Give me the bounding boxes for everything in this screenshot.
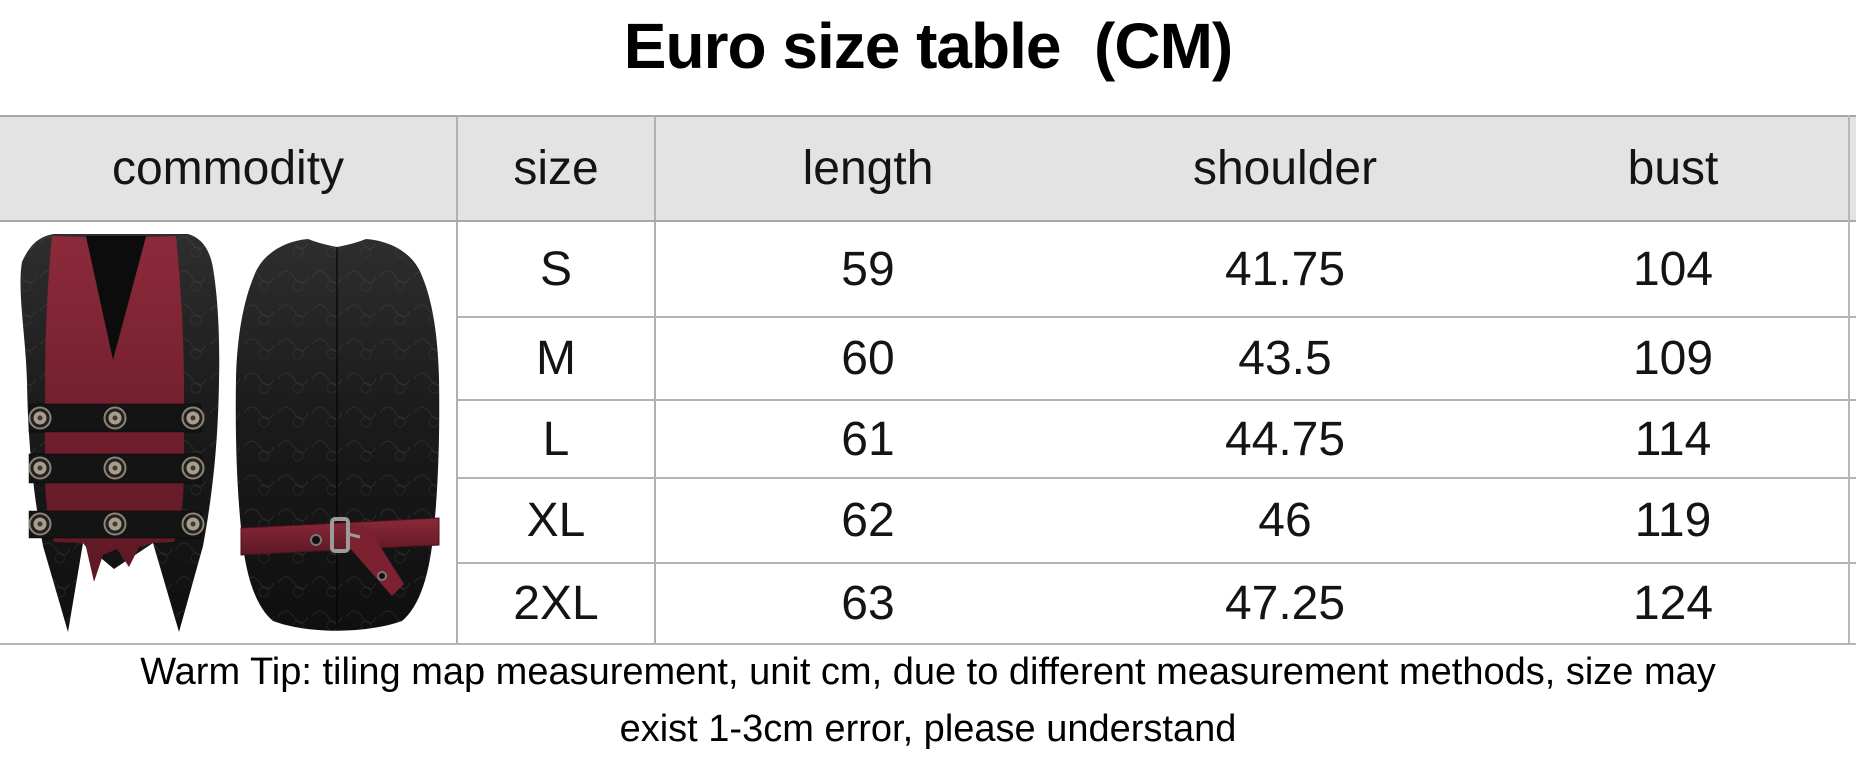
commodity-photo-cell <box>0 221 458 645</box>
vest-button <box>103 406 127 430</box>
size-table: commodity size length shoulder bust <box>0 115 1856 645</box>
vest-back-image <box>235 239 440 631</box>
column-header-length: length <box>655 115 1080 222</box>
shoulder-cell: 44.75 <box>1080 400 1490 479</box>
warm-tip-line-2: exist 1-3cm error, please understand <box>619 708 1237 750</box>
header-row: commodity size length shoulder bust <box>0 115 1856 222</box>
vest-button <box>181 406 205 430</box>
table-row-s: S 59 41.75 104 <box>0 221 1856 645</box>
shoulder-cell: 47.25 <box>1080 563 1490 645</box>
vest-front-shirt <box>86 236 146 360</box>
bust-cell: 119 <box>1490 478 1856 564</box>
length-cell: 60 <box>655 317 1080 401</box>
bust-cell: 109 <box>1490 317 1856 401</box>
belt-grommet <box>377 571 387 581</box>
size-table-body: S 59 41.75 104 M 60 43.5 109 L 61 44.75 … <box>0 221 1856 645</box>
bust-cell: 114 <box>1490 400 1856 479</box>
size-cell: S <box>457 221 656 318</box>
vest-button <box>103 456 127 480</box>
belt <box>240 517 440 556</box>
vest-button <box>28 456 52 480</box>
belt-buckle-prong <box>347 532 361 539</box>
size-cell: L <box>457 400 656 479</box>
size-cell: 2XL <box>457 563 656 645</box>
belt-grommet <box>310 534 322 546</box>
length-cell: 61 <box>655 400 1080 479</box>
size-cell: XL <box>457 478 656 564</box>
length-cell: 63 <box>655 563 1080 645</box>
vest-button <box>103 512 127 536</box>
column-header-bust: bust <box>1490 115 1856 222</box>
length-cell: 62 <box>655 478 1080 564</box>
vest-button <box>181 512 205 536</box>
column-header-commodity: commodity <box>0 115 458 222</box>
bust-cell: 104 <box>1490 221 1856 318</box>
bust-cell: 124 <box>1490 563 1856 645</box>
shoulder-cell: 41.75 <box>1080 221 1490 318</box>
column-header-shoulder: shoulder <box>1080 115 1490 222</box>
vest-front-image <box>20 234 220 632</box>
warm-tip-line-1: Warm Tip: tiling map measurement, unit c… <box>140 651 1716 693</box>
commodity-image <box>20 234 440 632</box>
vest-button <box>28 406 52 430</box>
shoulder-cell: 46 <box>1080 478 1490 564</box>
size-cell: M <box>457 317 656 401</box>
vest-buttons <box>28 406 205 536</box>
warm-tip: Warm Tip: tiling map measurement, unit c… <box>0 644 1856 758</box>
size-table-header: commodity size length shoulder bust <box>0 115 1856 222</box>
belt-strap-end <box>348 523 404 596</box>
table-row-l: L 61 44.75 114 <box>0 400 1856 479</box>
shoulder-cell: 43.5 <box>1080 317 1490 401</box>
vest-button <box>181 456 205 480</box>
page-title: Euro size table (CM) <box>623 10 1233 82</box>
column-header-size: size <box>457 115 656 222</box>
table-row-m: M 60 43.5 109 <box>0 317 1856 401</box>
table-row-xl: XL 62 46 119 <box>0 478 1856 564</box>
table-right-border <box>1848 115 1850 643</box>
length-cell: 59 <box>655 221 1080 318</box>
vest-button <box>28 512 52 536</box>
table-row-2xl: 2XL 63 47.25 124 <box>0 563 1856 645</box>
